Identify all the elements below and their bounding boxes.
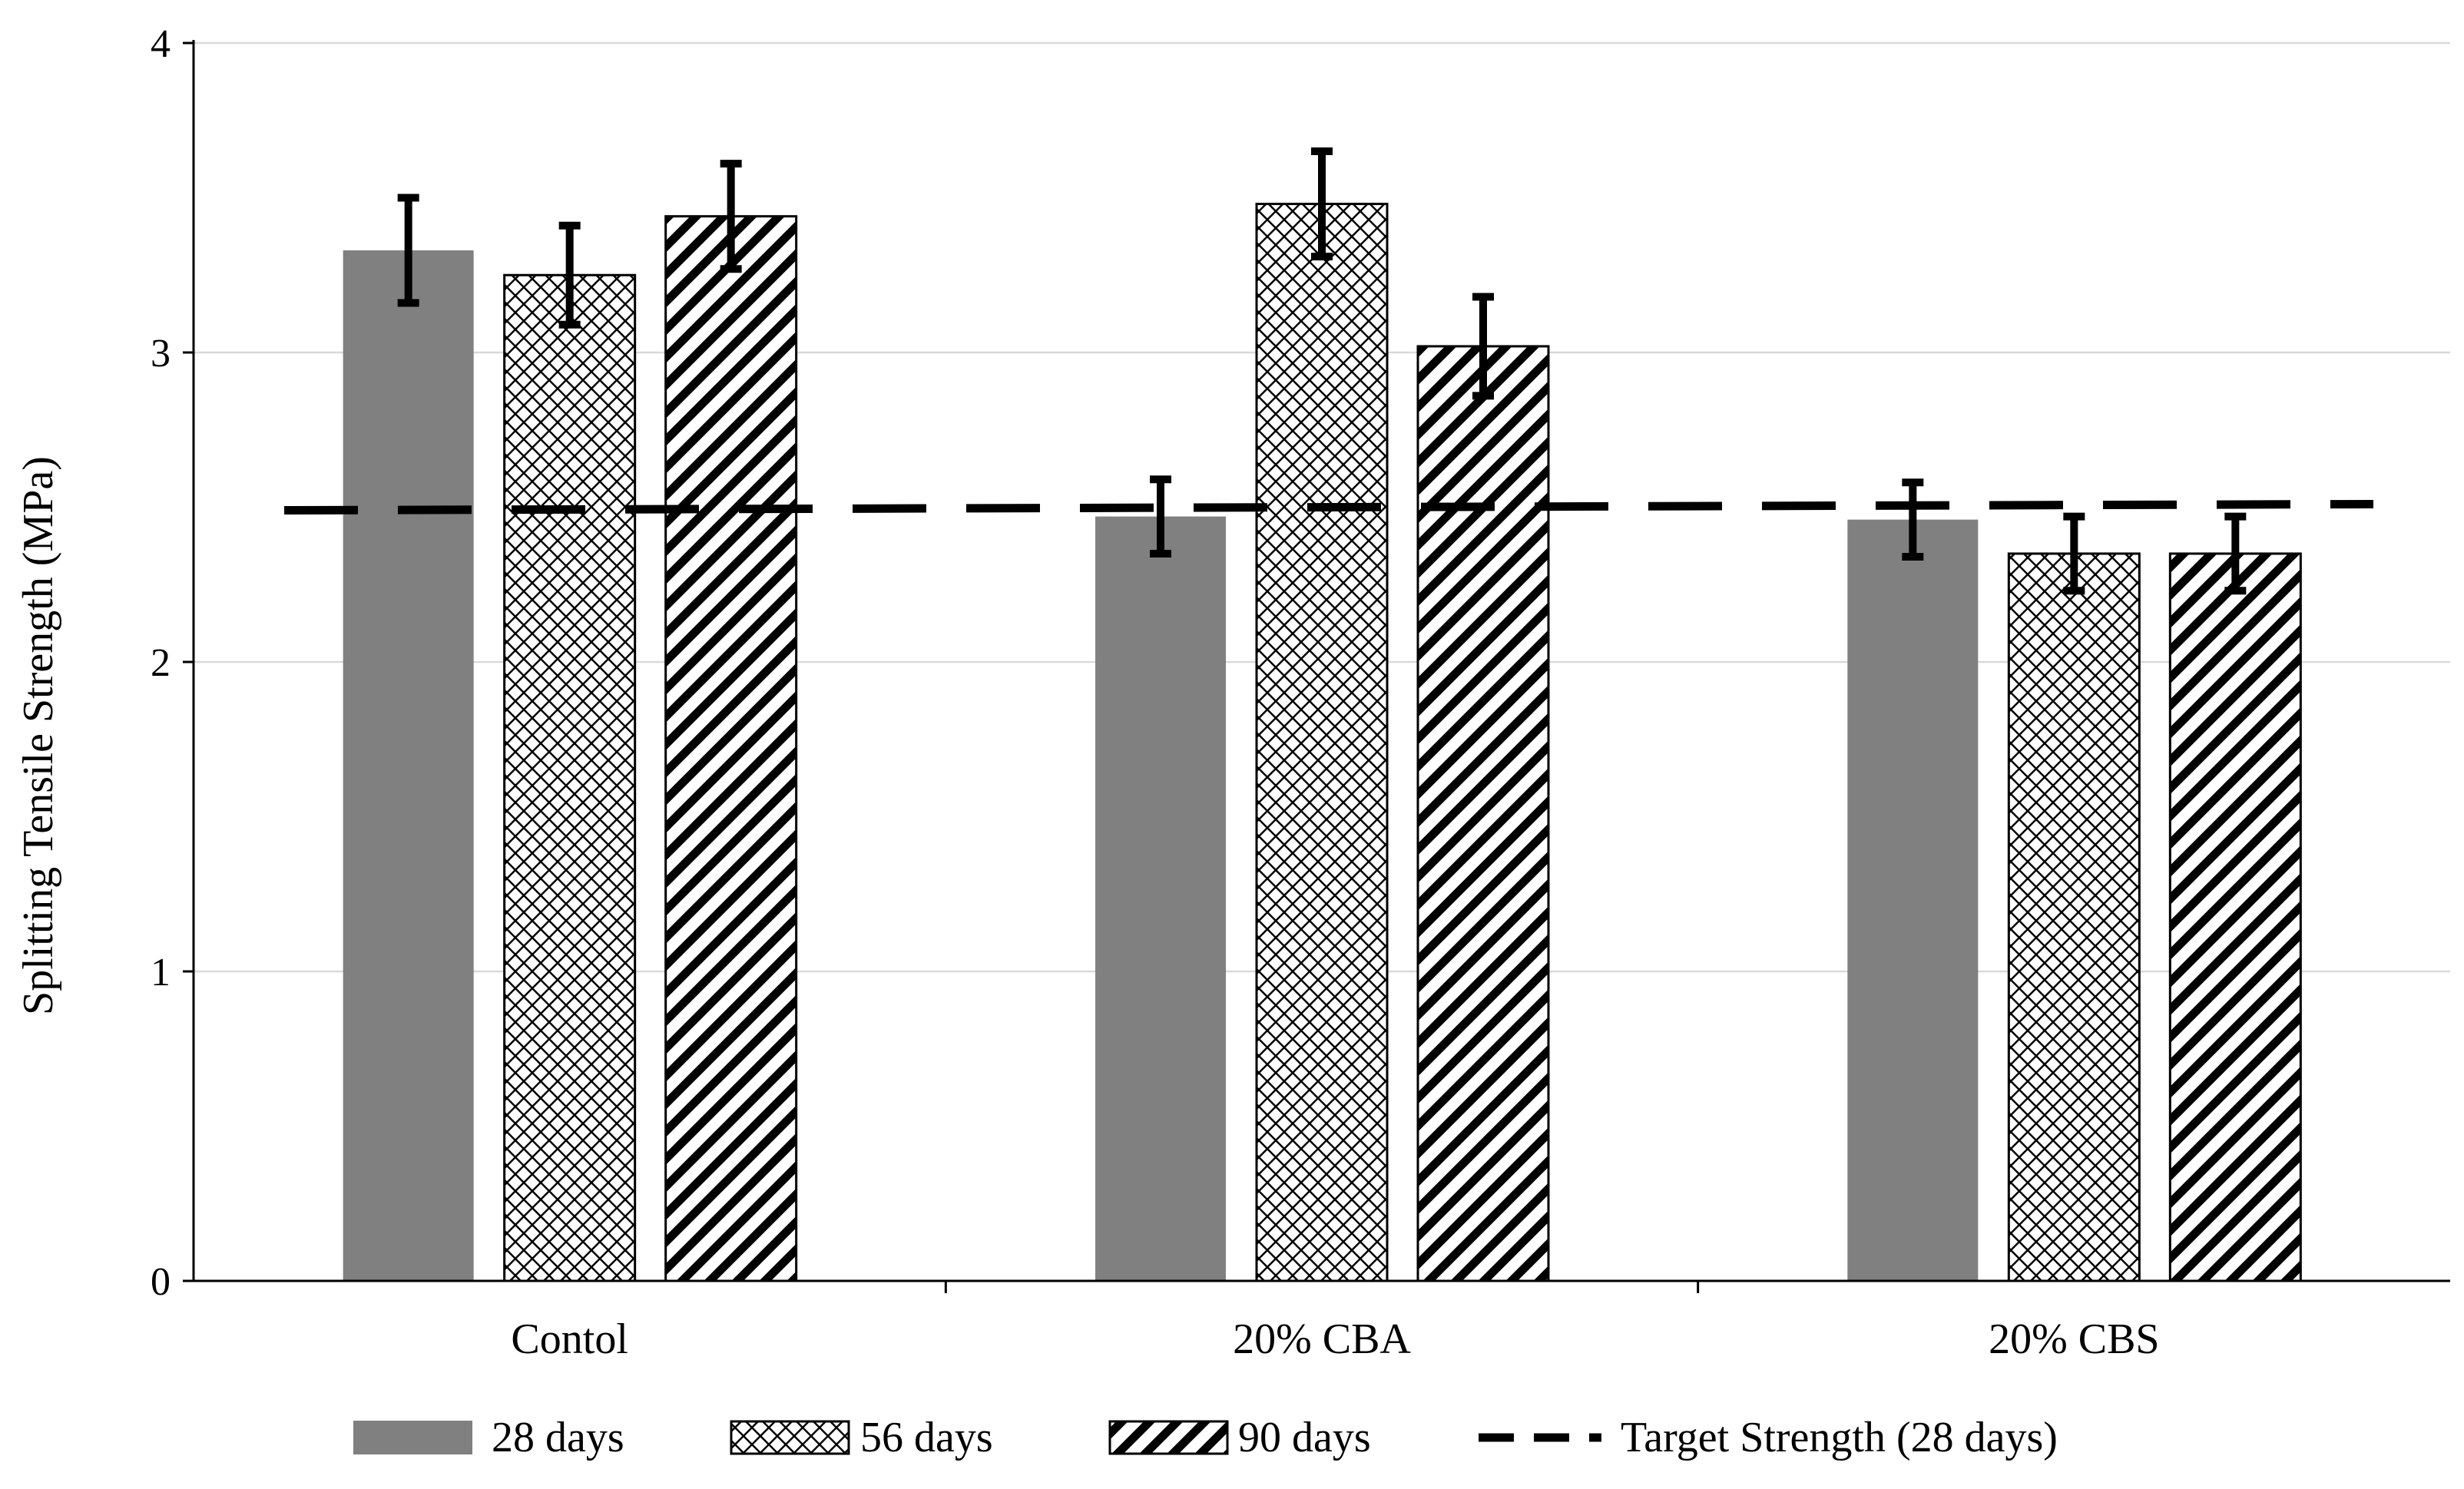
bar-contol-90-days — [664, 215, 798, 1282]
error-bar-20pct-cba-90-days — [1472, 293, 1494, 400]
y-tick-label-1: 1 — [151, 951, 171, 994]
y-tick-labels: 0 1 2 3 4 — [151, 22, 194, 1304]
error-bar-20pct-cba-56-days — [1311, 147, 1333, 261]
error-bars — [397, 147, 2247, 595]
legend-swatch-56-days — [730, 1420, 850, 1455]
target-line — [283, 499, 2374, 515]
bar-contol-28-days — [343, 250, 474, 1281]
bar-20pct-cbs-56-days — [2007, 552, 2141, 1282]
y-tick-label-4: 4 — [151, 22, 171, 66]
bar-20pct-cba-90-days — [1416, 345, 1550, 1282]
bars — [343, 203, 2302, 1282]
legend-swatch-90-days — [1108, 1420, 1229, 1455]
legend-label-90-days: 90 days — [1238, 1414, 1371, 1461]
error-bar-contol-56-days — [558, 221, 581, 329]
x-category-labels: Contol 20% CBA 20% CBS — [511, 1315, 2159, 1363]
error-bar-20pct-cba-28-days — [1150, 475, 1171, 558]
error-bar-20pct-cbs-90-days — [2224, 512, 2247, 595]
bar-20pct-cba-56-days — [1255, 203, 1389, 1282]
bar-20pct-cbs-90-days — [2168, 552, 2302, 1282]
error-bar-20pct-cbs-28-days — [1902, 478, 1924, 561]
y-axis-label: Splitting Tensile Strength (MPa) — [15, 456, 62, 1015]
x-category-label-20pct-cba: 20% CBA — [1233, 1315, 1411, 1363]
y-tick-label-2: 2 — [151, 641, 171, 685]
error-bar-contol-28-days — [397, 194, 419, 307]
bar-contol-56-days — [503, 273, 637, 1282]
error-bar-contol-90-days — [720, 160, 742, 273]
bar-20pct-cba-28-days — [1095, 516, 1226, 1281]
axes — [192, 40, 2450, 1293]
legend-label-target-strength: Target Strength (28 days) — [1621, 1414, 2058, 1461]
legend: 28 days 56 days 90 days Target Strength … — [353, 1414, 2058, 1461]
legend-label-28-days: 28 days — [492, 1414, 624, 1461]
x-category-label-20pct-cbs: 20% CBS — [1989, 1315, 2160, 1363]
y-tick-label-0: 0 — [151, 1260, 171, 1304]
legend-swatch-28-days — [353, 1421, 472, 1454]
bar-20pct-cbs-28-days — [1847, 519, 1979, 1281]
y-tick-label-3: 3 — [151, 332, 171, 376]
legend-label-56-days: 56 days — [860, 1414, 993, 1461]
x-category-label-contol: Contol — [511, 1315, 628, 1363]
error-bar-20pct-cbs-56-days — [2063, 512, 2085, 595]
target-strength-line — [283, 499, 2374, 515]
